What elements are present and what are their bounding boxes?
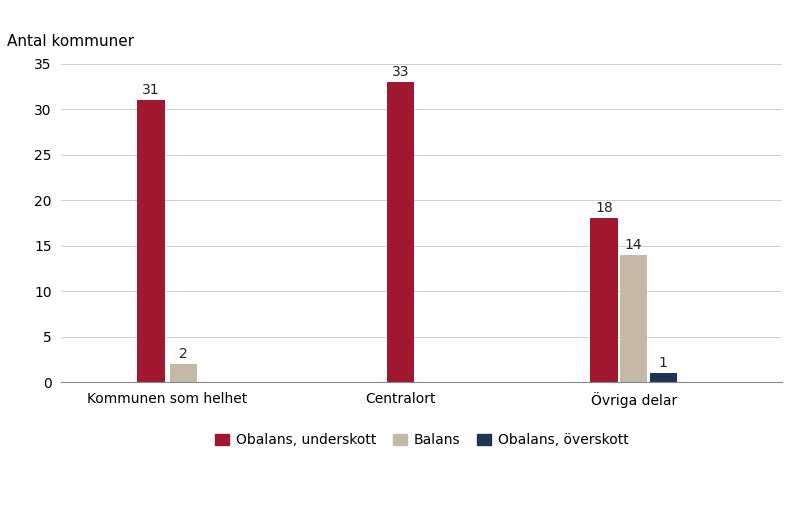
Bar: [591, 218, 618, 383]
Text: 14: 14: [625, 238, 642, 252]
Bar: [387, 82, 414, 383]
Text: 2: 2: [179, 347, 188, 361]
Text: 18: 18: [595, 201, 613, 215]
Bar: [650, 373, 677, 383]
Text: 1: 1: [659, 356, 668, 370]
Text: 31: 31: [142, 83, 159, 97]
Text: Antal kommuner: Antal kommuner: [7, 34, 135, 49]
Bar: [170, 364, 198, 383]
Legend: Obalans, underskott, Balans, Obalans, överskott: Obalans, underskott, Balans, Obalans, öv…: [210, 428, 634, 453]
Bar: [137, 100, 165, 383]
Text: 33: 33: [391, 64, 409, 78]
Bar: [620, 255, 647, 383]
